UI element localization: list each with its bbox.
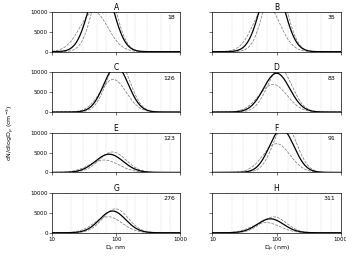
Text: 123: 123 — [163, 136, 175, 141]
Text: 83: 83 — [328, 76, 336, 81]
Text: 91: 91 — [328, 136, 336, 141]
Title: D: D — [274, 63, 280, 72]
X-axis label: D$_p$ nm: D$_p$ nm — [106, 243, 127, 253]
Text: dN/dlogD$_p$ (cm$^{-3}$): dN/dlogD$_p$ (cm$^{-3}$) — [4, 105, 16, 161]
Text: 126: 126 — [163, 76, 175, 81]
Title: G: G — [113, 184, 119, 193]
Title: F: F — [274, 124, 279, 132]
Title: E: E — [114, 124, 118, 132]
Title: C: C — [113, 63, 119, 72]
Title: B: B — [274, 3, 279, 12]
Text: 311: 311 — [324, 196, 336, 201]
Text: 35: 35 — [328, 15, 336, 20]
Title: H: H — [274, 184, 280, 193]
Text: 276: 276 — [163, 196, 175, 201]
X-axis label: D$_p$ (nm): D$_p$ (nm) — [264, 243, 290, 253]
Text: 18: 18 — [167, 15, 175, 20]
Title: A: A — [113, 3, 119, 12]
